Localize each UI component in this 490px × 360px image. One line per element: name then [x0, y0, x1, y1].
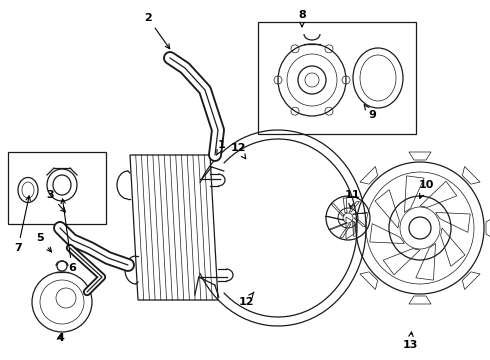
- Text: 7: 7: [14, 196, 30, 253]
- Bar: [258, 22, 416, 134]
- Text: 5: 5: [36, 233, 51, 252]
- Text: 10: 10: [418, 180, 434, 198]
- Text: 4: 4: [56, 333, 64, 343]
- Text: 8: 8: [298, 10, 306, 27]
- Text: 1: 1: [217, 140, 226, 155]
- Text: 11: 11: [344, 190, 360, 208]
- Text: 9: 9: [364, 105, 376, 120]
- Text: 6: 6: [61, 199, 76, 273]
- Text: 13: 13: [402, 332, 417, 350]
- Text: 12: 12: [238, 292, 254, 307]
- Text: 12: 12: [230, 143, 246, 159]
- Text: 3: 3: [46, 190, 65, 212]
- Text: 2: 2: [144, 13, 170, 49]
- Bar: [8, 152, 106, 224]
